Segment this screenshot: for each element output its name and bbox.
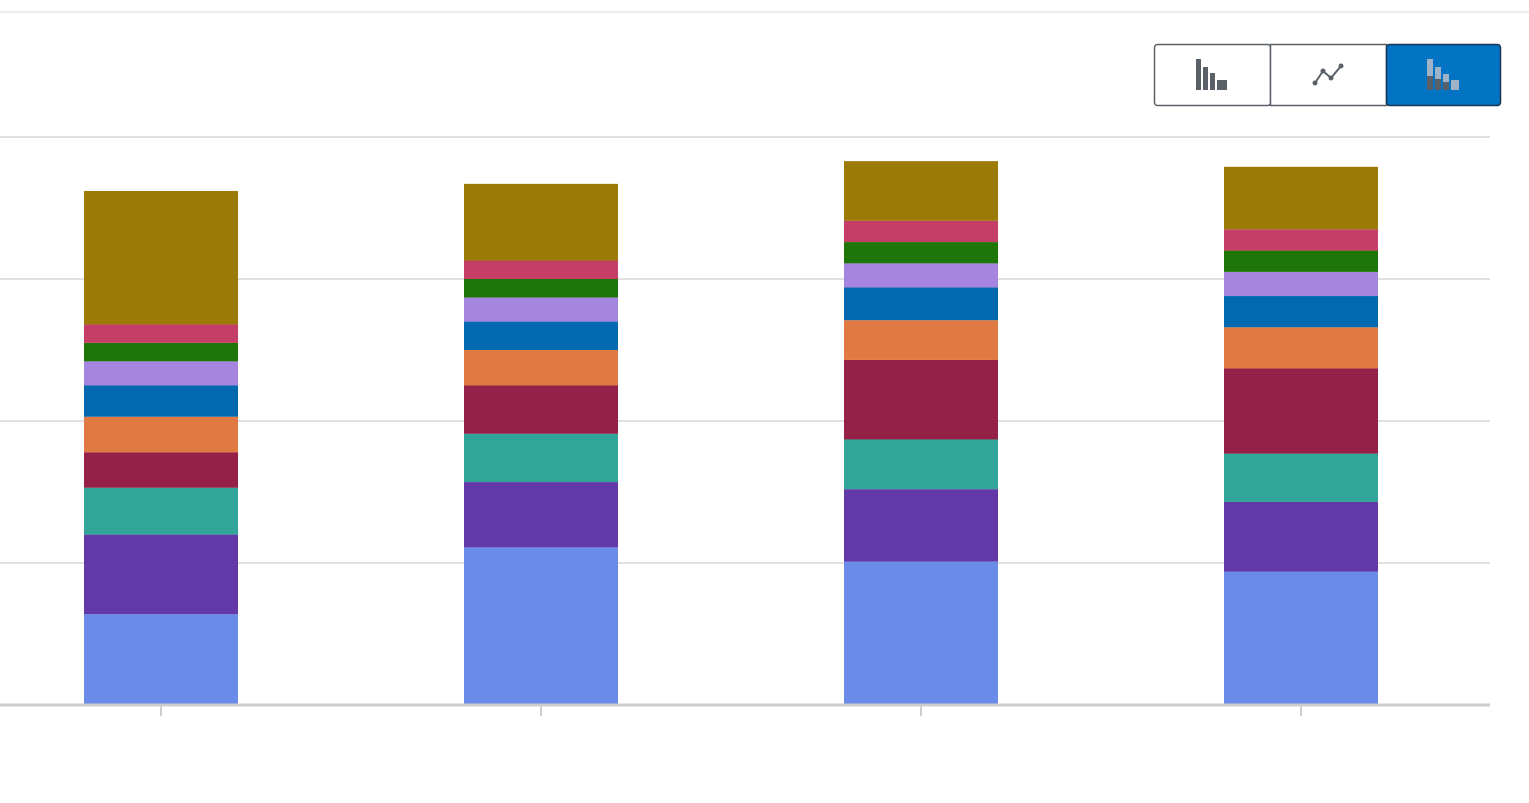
bar-segment — [84, 614, 238, 705]
bar-segment — [844, 439, 998, 490]
bar-segment — [844, 220, 998, 243]
bar-segment — [1224, 453, 1378, 502]
bar-segment — [84, 342, 238, 362]
bar-segment — [464, 260, 618, 279]
icon — [1338, 63, 1344, 69]
bar-segment — [844, 161, 998, 221]
icon — [1210, 73, 1215, 90]
bar-segment — [464, 279, 618, 298]
bar-segment — [1224, 271, 1378, 297]
bar-segment — [844, 359, 998, 440]
bar-segment — [84, 534, 238, 615]
bar-segment — [844, 561, 998, 705]
icon — [1427, 76, 1433, 90]
icon — [1427, 59, 1433, 90]
bar-segment — [464, 350, 618, 386]
bar-segment — [1224, 571, 1378, 705]
icon — [1451, 80, 1459, 90]
bar-segment — [1224, 296, 1378, 328]
bar-segment — [1224, 501, 1378, 572]
bar-segment — [464, 433, 618, 483]
bar-segment — [84, 324, 238, 343]
icon — [1328, 75, 1334, 81]
line-chart-button[interactable] — [1269, 43, 1388, 107]
bar-segment — [844, 263, 998, 288]
icon — [1320, 68, 1326, 74]
bar-chart-button[interactable] — [1153, 43, 1272, 107]
bar-segment — [464, 183, 618, 261]
bar-segment — [1224, 229, 1378, 251]
icon — [1217, 80, 1227, 90]
bar-segment — [84, 190, 238, 325]
bar-segment — [844, 489, 998, 562]
icon — [1203, 67, 1208, 90]
icon — [1314, 65, 1342, 84]
bar-segment — [1224, 368, 1378, 454]
bar-segment — [844, 242, 998, 264]
bar-segment — [464, 547, 618, 705]
bar-segment — [464, 385, 618, 434]
icon — [1435, 67, 1441, 90]
bar-segment — [84, 452, 238, 488]
bar-segment — [844, 320, 998, 360]
bar-segment — [844, 287, 998, 321]
bar-segment — [84, 487, 238, 535]
bar-segment — [84, 385, 238, 417]
bar-segment — [464, 482, 618, 548]
icon — [1443, 82, 1449, 90]
icon — [1196, 59, 1201, 90]
bar-segment — [1224, 327, 1378, 369]
bar-segment — [464, 297, 618, 322]
stacked-chart-button[interactable] — [1385, 43, 1502, 107]
bar-segment — [464, 321, 618, 350]
bar-segment — [84, 361, 238, 386]
bar-segment — [1224, 166, 1378, 230]
icon — [1312, 80, 1318, 86]
bar-segment — [1224, 250, 1378, 272]
icon — [1435, 79, 1441, 90]
chart-type-toggle — [1153, 43, 1502, 107]
bar-segment — [84, 416, 238, 453]
